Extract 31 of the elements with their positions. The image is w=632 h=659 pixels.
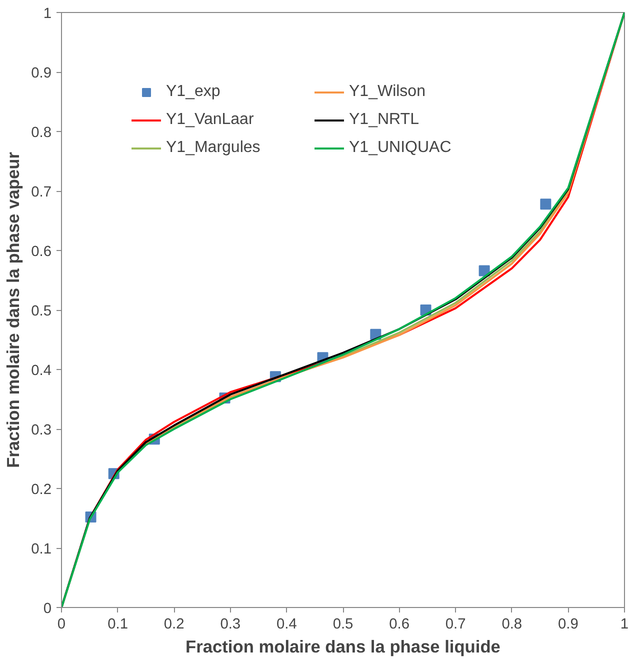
y-axis-title: Fraction molaire dans la phase vapeur xyxy=(3,152,24,468)
y-tick-label: 0.8 xyxy=(31,125,52,141)
y-tick-label: 0.6 xyxy=(31,244,52,260)
legend-label: Y1_VanLaar xyxy=(166,111,255,129)
legend-label: Y1_Wilson xyxy=(349,83,426,101)
y-tick-label: 0.2 xyxy=(31,482,52,498)
y-tick-label: 1 xyxy=(43,6,52,22)
y-tick-label: 0.7 xyxy=(31,184,52,200)
x-tick-label: 0.1 xyxy=(108,616,128,632)
x-tick-label: 0 xyxy=(57,616,66,632)
x-tick-label: 0.6 xyxy=(389,616,410,632)
point xyxy=(540,198,552,210)
legend-label: Y1_exp xyxy=(166,83,222,101)
x-axis-title: Fraction molaire dans la phase liquide xyxy=(186,636,501,656)
y-tick-label: 0.1 xyxy=(31,542,52,558)
legend-label: Y1_UNIQUAC xyxy=(349,139,452,157)
legend-label: Y1_NRTL xyxy=(349,111,420,129)
y-tick-label: 0.9 xyxy=(31,66,52,82)
y-tick-label: 0 xyxy=(43,601,52,617)
x-tick-label: 0.7 xyxy=(445,616,466,632)
legend-label: Y1_Margules xyxy=(166,139,262,157)
y-tick-label: 0.3 xyxy=(31,422,52,438)
x-tick-label: 0.5 xyxy=(332,616,354,632)
y-tick-label: 0.5 xyxy=(31,304,52,320)
x-tick-label: 1 xyxy=(620,616,629,632)
x-tick-label: 0.8 xyxy=(502,616,522,632)
y-tick-label: 0.4 xyxy=(31,363,52,379)
x-tick-label: 0.4 xyxy=(276,616,297,632)
x-tick-label: 0.9 xyxy=(558,616,578,632)
x-tick-label: 0.2 xyxy=(164,616,184,632)
x-tick-label: 0.3 xyxy=(220,616,241,632)
